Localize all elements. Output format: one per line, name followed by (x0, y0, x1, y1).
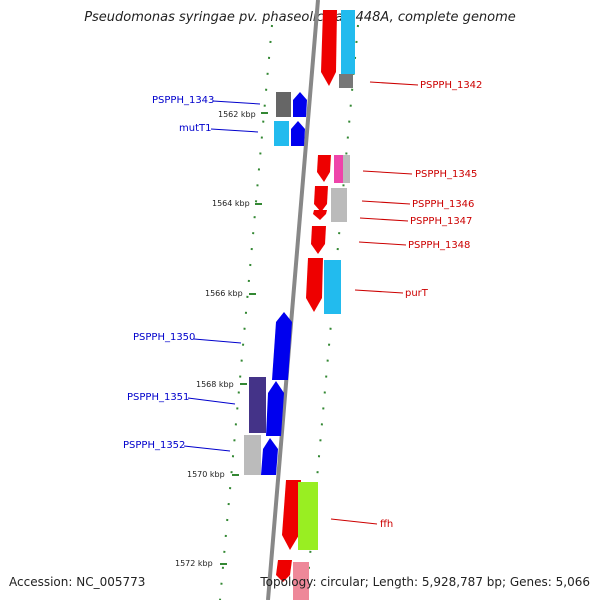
gene-block-cyan[interactable] (324, 260, 341, 314)
gene-block-red[interactable] (311, 226, 326, 254)
gene-label-pspph-1343[interactable]: PSPPH_1343 (152, 95, 214, 106)
left-gene-labels[interactable]: PSPPH_1343 mutT1 PSPPH_1350 PSPPH_1351 P… (123, 95, 214, 451)
genome-title: Pseudomonas syringae pv. phaseolicola 14… (84, 10, 516, 25)
gene-label-purt[interactable]: purT (405, 288, 429, 299)
gene-block-gray[interactable] (331, 188, 347, 222)
accession-text: Accession: NC_005773 (9, 575, 146, 589)
gene-label-ffh[interactable]: ffh (380, 519, 393, 530)
tick-label: 1568 kbp (196, 380, 234, 389)
gene-block-pink[interactable] (293, 562, 309, 600)
gene-block-red[interactable] (282, 480, 301, 550)
gene-label-pspph-1348[interactable]: PSPPH_1348 (408, 240, 470, 251)
kbp-ticks: 1562 kbp 1564 kbp 1566 kbp 1568 kbp 1570… (175, 110, 268, 568)
gene-block-gray[interactable] (343, 155, 350, 183)
gene-block-gray[interactable] (339, 74, 353, 88)
gene-block-red[interactable] (306, 258, 323, 312)
gene-block-indigo[interactable] (249, 377, 266, 433)
gene-label-pspph-1350[interactable]: PSPPH_1350 (133, 332, 195, 343)
gene-block-blue[interactable] (272, 312, 292, 380)
tick-label: 1564 kbp (212, 199, 250, 208)
gene-block-red[interactable] (317, 155, 331, 182)
gene-block-blue[interactable] (261, 438, 278, 475)
topology-text: Topology: circular; Length: 5,928,787 bp… (260, 575, 590, 589)
gene-block-blue[interactable] (293, 92, 307, 117)
gene-label-pspph-1345[interactable]: PSPPH_1345 (415, 169, 477, 180)
gene-label-pspph-1346[interactable]: PSPPH_1346 (412, 199, 474, 210)
gene-block-red[interactable] (313, 210, 327, 220)
tick-label: 1572 kbp (175, 559, 213, 568)
right-leaders (330, 81, 419, 525)
gene-block-red[interactable] (321, 10, 337, 86)
gene-block-blue[interactable] (266, 381, 284, 436)
gene-block-gray[interactable] (244, 435, 261, 475)
gene-label-pspph-1352[interactable]: PSPPH_1352 (123, 440, 185, 451)
gene-block-red[interactable] (314, 186, 328, 212)
gene-label-pspph-1347[interactable]: PSPPH_1347 (410, 216, 472, 227)
tick-label: 1566 kbp (205, 289, 243, 298)
gene-label-pspph-1351[interactable]: PSPPH_1351 (127, 392, 189, 403)
gene-label-pspph-1342[interactable]: PSPPH_1342 (420, 80, 482, 91)
genome-backbone (266, 0, 320, 600)
reverse-strand-genes[interactable] (276, 10, 355, 600)
gene-label-mutt1[interactable]: mutT1 (179, 123, 211, 134)
tick-label: 1562 kbp (218, 110, 256, 119)
gene-block-red[interactable] (276, 560, 292, 582)
gene-block-cyan[interactable] (274, 121, 289, 146)
gene-block-dark-gray[interactable] (276, 92, 291, 117)
gene-block-lime[interactable] (298, 482, 318, 550)
gene-block-magenta[interactable] (334, 155, 343, 183)
right-gene-labels[interactable]: PSPPH_1342 PSPPH_1345 PSPPH_1346 PSPPH_1… (380, 80, 482, 530)
gene-block-cyan[interactable] (341, 10, 355, 74)
tick-track-left (219, 24, 273, 600)
left-leaders (183, 100, 261, 452)
forward-strand-genes[interactable] (244, 92, 307, 475)
tick-label: 1570 kbp (187, 470, 225, 479)
gene-block-blue[interactable] (291, 121, 305, 146)
